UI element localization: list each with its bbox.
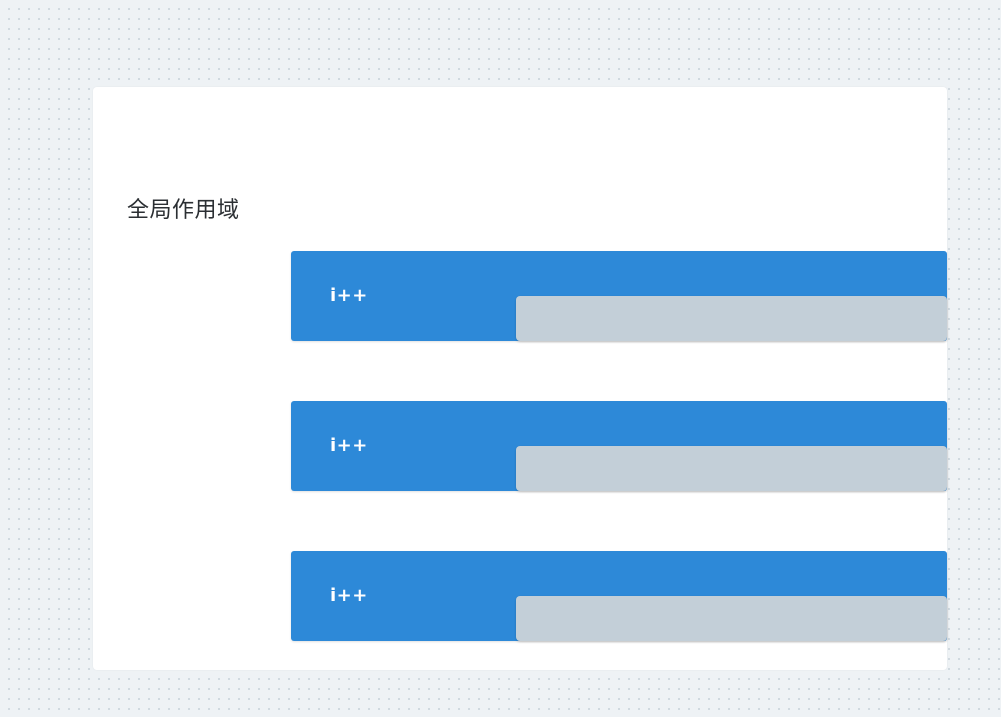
code-block-label: i++ — [330, 285, 368, 306]
global-scope-card: 全局作用域 i++ i++ i++ — [93, 87, 947, 670]
scope-title: 全局作用域 — [127, 198, 240, 223]
code-block-slot[interactable] — [516, 596, 947, 641]
code-blocks-list: i++ i++ i++ — [291, 251, 947, 641]
code-block-1[interactable]: i++ — [291, 251, 947, 341]
code-block-2[interactable]: i++ — [291, 401, 947, 491]
code-block-slot[interactable] — [516, 446, 947, 491]
code-block-3[interactable]: i++ — [291, 551, 947, 641]
code-block-label: i++ — [330, 585, 368, 606]
code-block-label: i++ — [330, 435, 368, 456]
code-block-slot[interactable] — [516, 296, 947, 341]
